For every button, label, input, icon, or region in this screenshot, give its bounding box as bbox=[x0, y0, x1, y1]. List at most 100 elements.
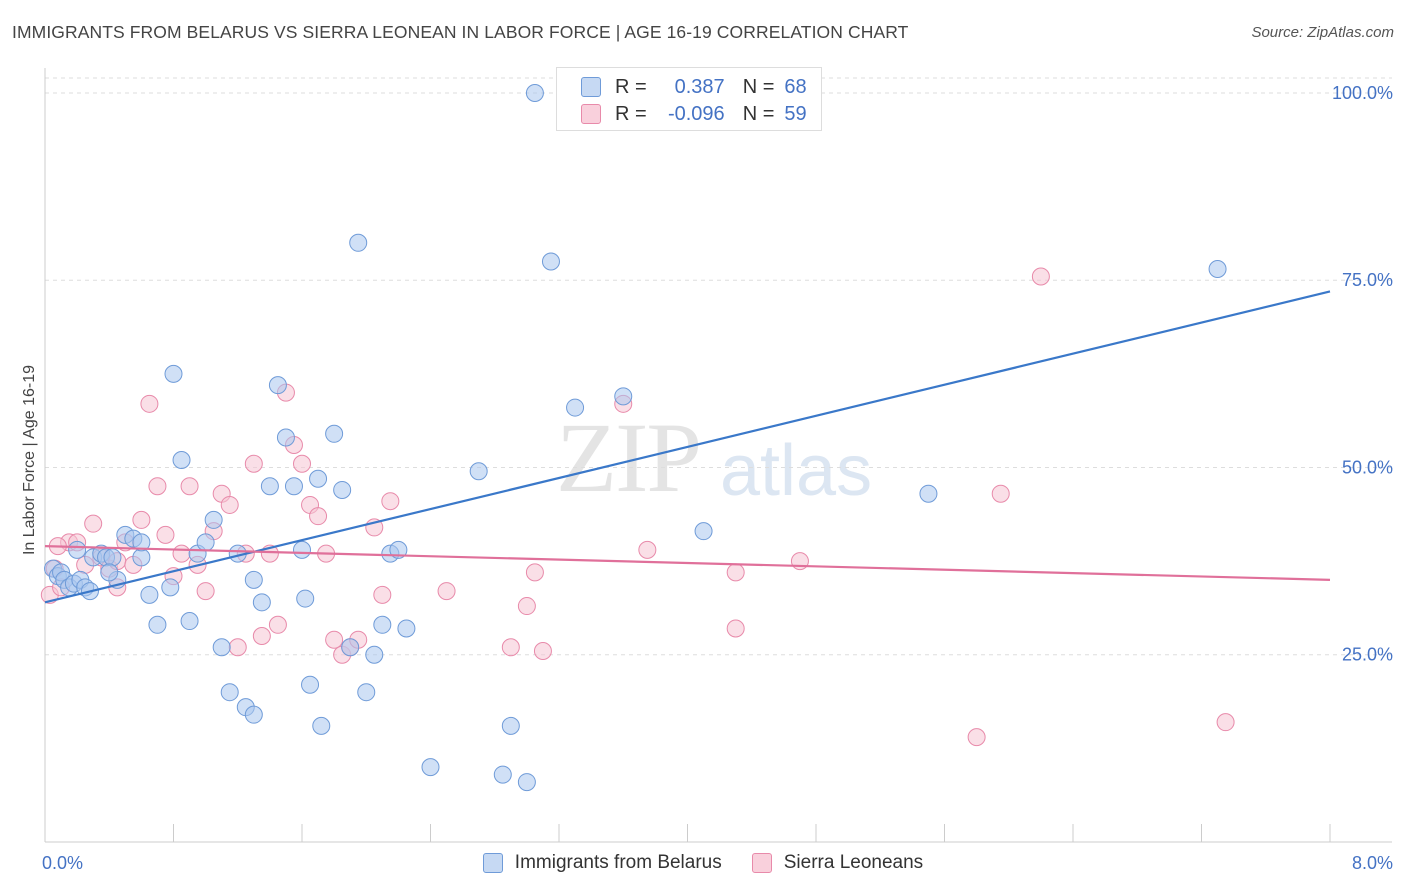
data-point-immigrants-from-belarus bbox=[260, 477, 279, 496]
legend-row-belarus: R = 0.387 N = 68 bbox=[581, 74, 807, 100]
data-point-sierra-leoneans bbox=[517, 597, 536, 616]
chart-title: IMMIGRANTS FROM BELARUS VS SIERRA LEONEA… bbox=[12, 22, 909, 42]
grid-lines bbox=[45, 77, 1392, 656]
data-point-immigrants-from-belarus bbox=[103, 548, 122, 567]
data-point-immigrants-from-belarus bbox=[365, 645, 384, 664]
legend-label-sierra-leoneans: Sierra Leoneans bbox=[783, 852, 924, 873]
data-point-sierra-leoneans bbox=[726, 619, 745, 638]
data-point-sierra-leoneans bbox=[501, 638, 520, 657]
legend-n-value: 59 bbox=[784, 102, 807, 125]
trend-lines bbox=[44, 290, 1331, 604]
data-point-sierra-leoneans bbox=[967, 728, 986, 747]
data-point-immigrants-from-belarus bbox=[566, 398, 585, 417]
data-point-immigrants-from-belarus bbox=[389, 540, 408, 559]
y-tick-label: 100.0% bbox=[1332, 83, 1393, 103]
watermark-zip: ZIP bbox=[556, 402, 702, 513]
source-label: Source: ZipAtlas.com bbox=[1251, 24, 1394, 41]
legend-n-label: N = bbox=[742, 75, 775, 98]
data-point-immigrants-from-belarus bbox=[204, 510, 223, 529]
legend-item-belarus: Immigrants from Belarus bbox=[482, 852, 722, 874]
data-point-immigrants-from-belarus bbox=[541, 252, 560, 271]
axis-labels: 25.0% 50.0% 75.0% 100.0% 0.0% 8.0% In Labor Fo… bbox=[21, 83, 1393, 873]
data-point-immigrants-from-belarus bbox=[140, 585, 159, 604]
x-tick-label: 8.0% bbox=[1352, 853, 1393, 873]
legend-swatch-blue bbox=[581, 77, 601, 97]
data-point-immigrants-from-belarus bbox=[469, 462, 488, 481]
legend-r-label: R = bbox=[615, 102, 647, 125]
data-point-immigrants-from-belarus bbox=[161, 578, 180, 597]
x-tick-label: 0.0% bbox=[42, 853, 83, 873]
data-point-sierra-leoneans bbox=[244, 454, 263, 473]
data-point-sierra-leoneans bbox=[726, 563, 745, 582]
data-point-immigrants-from-belarus bbox=[357, 683, 376, 702]
data-point-immigrants-from-belarus bbox=[284, 477, 303, 496]
data-point-sierra-leoneans bbox=[293, 454, 311, 473]
data-point-immigrants-from-belarus bbox=[268, 376, 287, 395]
data-point-immigrants-from-belarus bbox=[919, 484, 938, 503]
data-point-immigrants-from-belarus bbox=[68, 540, 87, 559]
data-point-sierra-leoneans bbox=[132, 510, 151, 529]
data-point-sierra-leoneans bbox=[381, 492, 400, 511]
data-point-immigrants-from-belarus bbox=[296, 589, 315, 608]
series-legend: Immigrants from Belarus Sierra Leoneans bbox=[0, 852, 1406, 874]
data-point-immigrants-from-belarus bbox=[333, 480, 352, 499]
data-point-sierra-leoneans bbox=[84, 514, 103, 533]
data-point-immigrants-from-belarus bbox=[244, 570, 263, 589]
legend-swatch-pink bbox=[581, 104, 601, 124]
data-point-sierra-leoneans bbox=[325, 630, 344, 649]
data-point-immigrants-from-belarus bbox=[694, 522, 713, 541]
watermark-atlas: atlas bbox=[720, 431, 873, 511]
data-point-sierra-leoneans bbox=[1216, 713, 1235, 732]
legend-r-value: 0.387 bbox=[674, 75, 725, 98]
data-point-immigrants-from-belarus bbox=[525, 83, 544, 102]
legend-item-sierra-leoneans: Sierra Leoneans bbox=[751, 852, 924, 874]
data-point-immigrants-from-belarus bbox=[180, 612, 199, 631]
data-point-immigrants-from-belarus bbox=[196, 533, 215, 552]
data-point-sierra-leoneans bbox=[373, 585, 392, 604]
data-point-immigrants-from-belarus bbox=[148, 615, 167, 634]
data-point-immigrants-from-belarus bbox=[212, 638, 231, 657]
y-tick-label: 25.0% bbox=[1342, 645, 1393, 665]
y-tick-label: 50.0% bbox=[1342, 457, 1393, 477]
data-point-sierra-leoneans bbox=[437, 582, 456, 601]
axes bbox=[44, 68, 1392, 843]
data-point-sierra-leoneans bbox=[525, 563, 544, 582]
data-point-sierra-leoneans bbox=[991, 484, 1010, 503]
series-sierra-leoneans bbox=[40, 267, 1235, 747]
legend-r-value: -0.096 bbox=[667, 102, 725, 125]
legend-r-label: R = bbox=[615, 75, 647, 98]
data-point-immigrants-from-belarus bbox=[397, 619, 416, 638]
data-point-immigrants-from-belarus bbox=[517, 773, 536, 792]
data-point-immigrants-from-belarus bbox=[373, 615, 392, 634]
data-point-sierra-leoneans bbox=[309, 507, 328, 526]
data-point-sierra-leoneans bbox=[148, 477, 167, 496]
data-point-immigrants-from-belarus bbox=[312, 716, 331, 735]
legend-n-value: 68 bbox=[784, 75, 807, 98]
data-point-immigrants-from-belarus bbox=[301, 675, 320, 694]
legend-label-belarus: Immigrants from Belarus bbox=[514, 852, 722, 873]
data-point-immigrants-from-belarus bbox=[172, 451, 191, 469]
data-point-sierra-leoneans bbox=[220, 495, 239, 514]
legend-swatch-blue bbox=[482, 853, 503, 873]
data-point-immigrants-from-belarus bbox=[100, 563, 119, 582]
data-point-sierra-leoneans bbox=[156, 525, 175, 544]
data-point-sierra-leoneans bbox=[533, 642, 552, 660]
data-point-immigrants-from-belarus bbox=[132, 533, 151, 552]
trend-line-belarus bbox=[44, 290, 1331, 604]
data-point-immigrants-from-belarus bbox=[1208, 260, 1227, 278]
data-point-immigrants-from-belarus bbox=[325, 424, 344, 443]
data-point-immigrants-from-belarus bbox=[501, 716, 520, 735]
data-point-immigrants-from-belarus bbox=[341, 638, 360, 657]
data-point-immigrants-from-belarus bbox=[421, 758, 440, 777]
legend-n-label: N = bbox=[742, 102, 775, 125]
data-point-sierra-leoneans bbox=[1031, 267, 1050, 286]
data-point-immigrants-from-belarus bbox=[349, 233, 368, 252]
correlation-legend: R = 0.387 N = 68 R = -0.096 N = 59 bbox=[556, 67, 822, 131]
data-point-immigrants-from-belarus bbox=[132, 548, 151, 567]
data-point-sierra-leoneans bbox=[228, 638, 247, 657]
data-point-sierra-leoneans bbox=[180, 477, 199, 496]
data-point-immigrants-from-belarus bbox=[244, 705, 263, 724]
data-point-immigrants-from-belarus bbox=[164, 364, 183, 383]
data-point-sierra-leoneans bbox=[140, 394, 159, 413]
